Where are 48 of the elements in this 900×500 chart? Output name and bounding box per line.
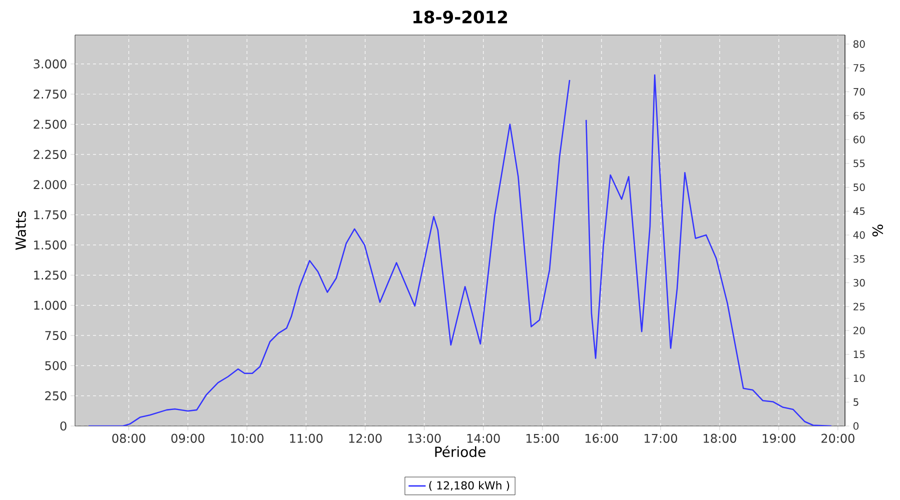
x-tick-label: 19:00 [762, 434, 796, 443]
y-tick-label: 750 [45, 330, 66, 340]
x-tick-label: 10:00 [231, 434, 264, 443]
y-tick-label: 0 [60, 421, 66, 431]
x-tick-label: 11:00 [290, 434, 323, 443]
y2-tick-label: 30 [854, 278, 865, 287]
y2-tick-label: 55 [854, 160, 865, 168]
x-tick-label: 12:00 [349, 434, 382, 443]
x-tick-label: 20:00 [821, 434, 854, 443]
y-tick-label: 1.250 [34, 270, 66, 280]
x-tick-label: 09:00 [171, 434, 204, 443]
y2-tick-label: 45 [853, 207, 865, 215]
y2-tick-label: 75 [854, 64, 865, 72]
y2-tick-label: 5 [854, 398, 858, 406]
y-tick-label: 1.000 [34, 300, 66, 310]
y2-tick-label: 60 [854, 136, 865, 144]
x-tick-label: 18:00 [704, 434, 736, 443]
y2-tick-label: 10 [854, 374, 865, 382]
y-axis-title: Watts [16, 211, 26, 250]
y2-tick-label: 15 [854, 350, 865, 358]
x-tick-label: 13:00 [408, 434, 441, 443]
y2-tick-label: 70 [854, 88, 865, 96]
x-axis-title: Période [435, 446, 486, 458]
x-tick-label: 14:00 [467, 434, 500, 443]
y-tick-label: 1.750 [34, 210, 66, 220]
y-tick-label: 2.000 [34, 180, 66, 190]
y-tick-label: 250 [45, 391, 66, 400]
y-tick-label: 3.000 [34, 59, 66, 68]
y-tick-label: 1.500 [34, 240, 66, 250]
x-tick-label: 17:00 [644, 434, 678, 443]
y2-tick-label: 0 [853, 422, 859, 430]
legend-label: ( 12,180 kWh ) [429, 481, 510, 491]
y2-axis-title: % [872, 224, 883, 236]
chart-title: 18-9-2012 [413, 10, 507, 24]
x-tick-label: 16:00 [586, 434, 618, 443]
y2-tick-label: 40 [853, 231, 865, 239]
x-tick-label: 15:00 [526, 434, 559, 443]
y2-tick-label: 20 [854, 326, 865, 334]
y-tick-label: 500 [45, 361, 66, 370]
y-tick-label: 2.500 [34, 120, 66, 129]
y2-tick-label: 80 [853, 40, 865, 48]
x-tick-label: 08:00 [112, 434, 146, 443]
y-tick-label: 2.750 [34, 90, 66, 99]
y2-tick-label: 25 [854, 302, 865, 310]
y2-tick-label: 65 [854, 112, 865, 120]
y2-tick-label: 35 [854, 255, 865, 263]
y-tick-label: 2.250 [34, 150, 66, 160]
y2-tick-label: 50 [854, 183, 865, 192]
